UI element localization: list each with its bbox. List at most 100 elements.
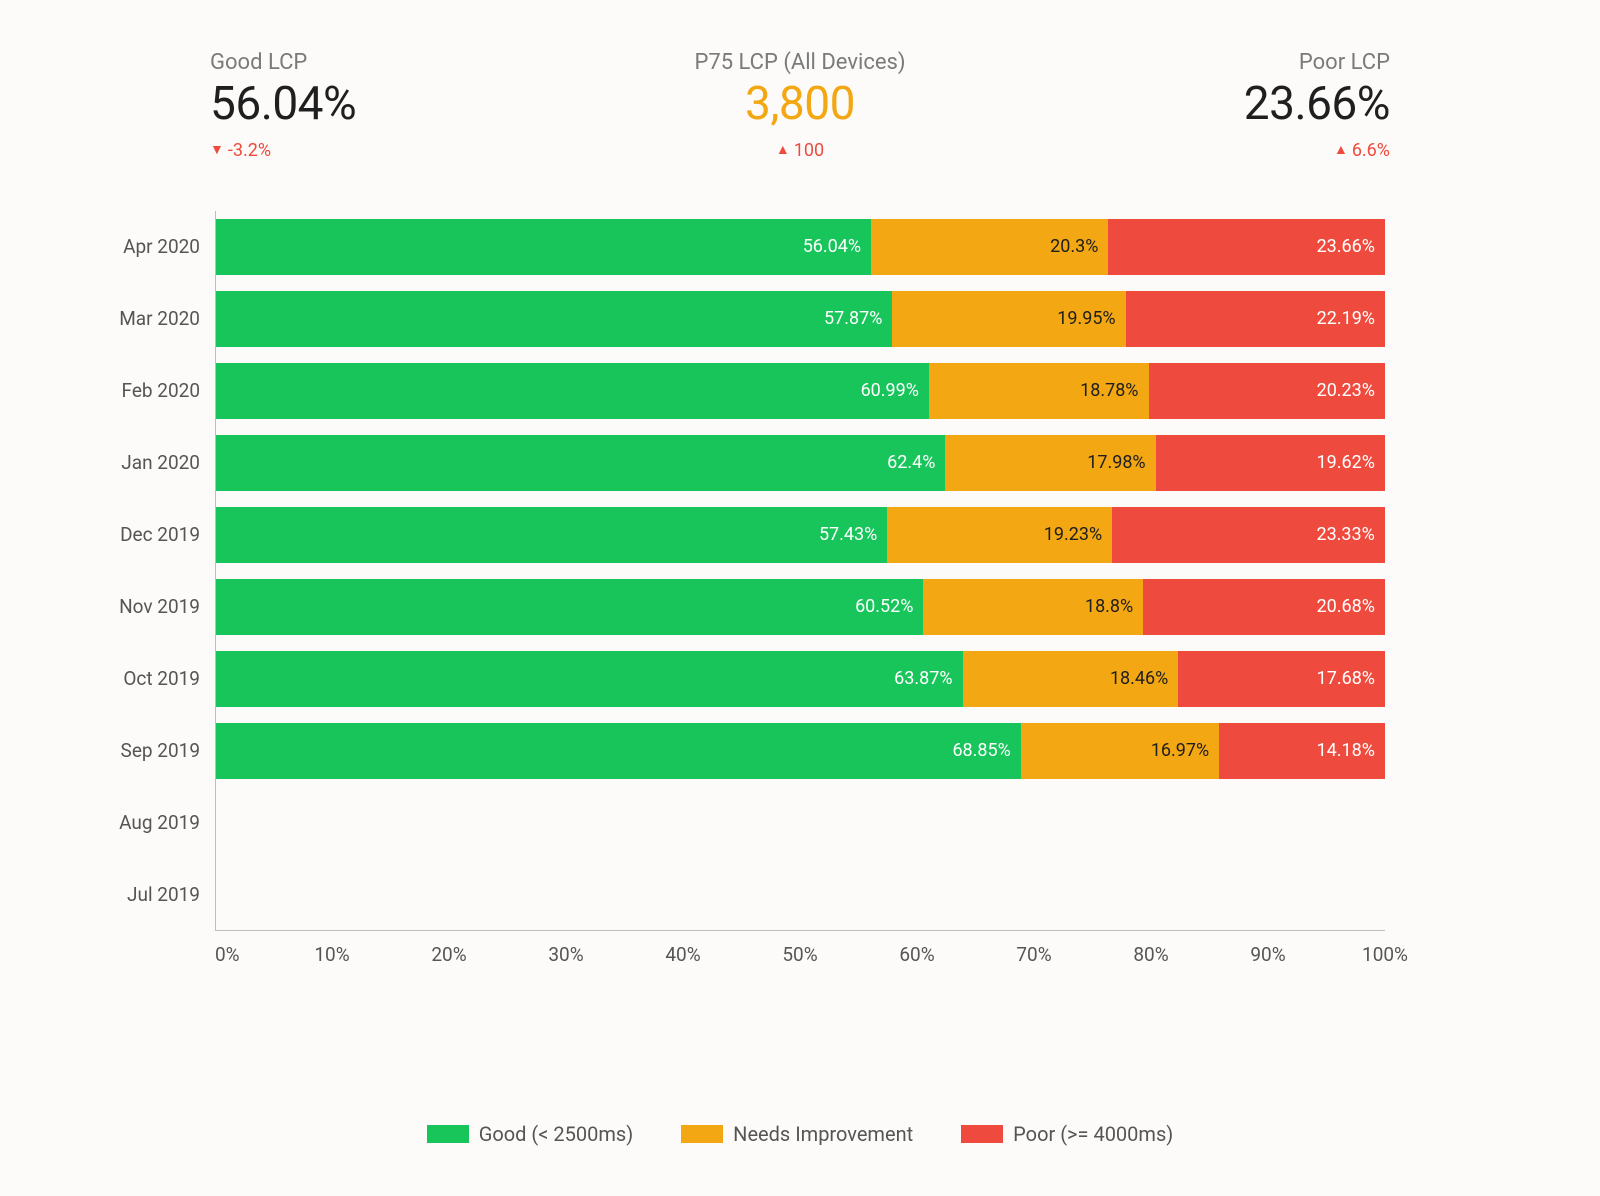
bar-segment-value: 56.04% (803, 236, 861, 257)
bar-segment-value: 60.52% (855, 596, 913, 617)
bar-segment-good: 57.87% (216, 291, 892, 347)
kpi-delta: ▼ -3.2% (210, 140, 271, 161)
stacked-bar: 57.43% 19.23% 23.33% (216, 507, 1385, 563)
bar-segment-value: 18.46% (1110, 668, 1168, 689)
bar-segment-poor: 19.62% (1156, 435, 1385, 491)
bar-segment-poor: 17.68% (1178, 651, 1385, 707)
y-axis-label: Jan 2020 (96, 451, 216, 474)
bar-segment-value: 19.95% (1057, 308, 1115, 329)
bar-segment-good: 60.99% (216, 363, 929, 419)
legend-swatch-icon (681, 1125, 723, 1143)
chart-row: Feb 202060.99%18.78%20.23% (216, 355, 1385, 427)
bar-segment-value: 63.87% (894, 668, 952, 689)
kpi-delta: ▲ 6.6% (1334, 140, 1390, 161)
legend-swatch-icon (427, 1125, 469, 1143)
stacked-bar: 62.4% 17.98% 19.62% (216, 435, 1385, 491)
x-axis-tick: 30% (548, 943, 583, 966)
legend-label: Needs Improvement (733, 1122, 913, 1146)
bar-segment-value: 18.8% (1085, 596, 1133, 617)
x-axis-tick: 60% (899, 943, 934, 966)
stacked-bar: 68.85% 16.97% 14.18% (216, 723, 1385, 779)
bar-segment-value: 62.4% (887, 452, 935, 473)
bar-segment-good: 60.52% (216, 579, 923, 635)
bar-segment-value: 57.43% (819, 524, 877, 545)
kpi-label: P75 LCP (All Devices) (694, 50, 905, 75)
x-axis-ticks: 0%10%20%30%40%50%60%70%80%90%100% (215, 931, 1385, 971)
chart-row: Dec 201957.43%19.23%23.33% (216, 499, 1385, 571)
bar-segment-poor: 22.19% (1126, 291, 1385, 347)
bar-segment-value: 16.97% (1151, 740, 1209, 761)
kpi-delta-value: -3.2% (228, 140, 271, 161)
bar-segment-value: 23.33% (1316, 524, 1374, 545)
bar-segment-value: 57.87% (824, 308, 882, 329)
chart-row: Jan 202062.4%17.98%19.62% (216, 427, 1385, 499)
x-axis-tick: 70% (1016, 943, 1051, 966)
x-axis-tick: 10% (314, 943, 349, 966)
chart-row: Apr 202056.04%20.3%23.66% (216, 211, 1385, 283)
kpi-p75-lcp: P75 LCP (All Devices) 3,800 ▲ 100 (694, 50, 905, 161)
stacked-bar: 63.87% 18.46% 17.68% (216, 651, 1385, 707)
kpi-delta-value: 100 (794, 140, 824, 161)
kpi-good-lcp: Good LCP 56.04% ▼ -3.2% (210, 50, 356, 161)
bar-segment-needs: 17.98% (945, 435, 1155, 491)
legend: Good (< 2500ms) Needs Improvement Poor (… (0, 1122, 1600, 1146)
legend-item-poor: Poor (>= 4000ms) (961, 1122, 1173, 1146)
bar-segment-poor: 23.66% (1108, 219, 1385, 275)
x-axis-tick: 50% (782, 943, 817, 966)
kpi-label: Poor LCP (1299, 50, 1390, 75)
up-arrow-icon: ▲ (1334, 143, 1348, 157)
y-axis-label: Apr 2020 (96, 235, 216, 258)
lcp-stacked-bar-chart: Apr 202056.04%20.3%23.66%Mar 202057.87%1… (215, 211, 1385, 981)
y-axis-label: Mar 2020 (96, 307, 216, 330)
legend-item-good: Good (< 2500ms) (427, 1122, 633, 1146)
bar-segment-needs: 16.97% (1021, 723, 1219, 779)
bar-segment-value: 22.19% (1317, 308, 1375, 329)
bar-segment-value: 14.18% (1317, 740, 1375, 761)
bar-segment-needs: 19.23% (887, 507, 1112, 563)
legend-label: Poor (>= 4000ms) (1013, 1122, 1173, 1146)
bar-segment-good: 68.85% (216, 723, 1021, 779)
bar-segment-poor: 20.68% (1143, 579, 1385, 635)
chart-row: Sep 201968.85%16.97%14.18% (216, 715, 1385, 787)
bar-segment-value: 20.3% (1050, 236, 1098, 257)
legend-label: Good (< 2500ms) (479, 1122, 633, 1146)
bar-segment-needs: 18.78% (929, 363, 1149, 419)
bar-segment-good: 63.87% (216, 651, 963, 707)
up-arrow-icon: ▲ (776, 143, 790, 157)
bar-segment-poor: 20.23% (1149, 363, 1385, 419)
stacked-bar: 60.99% 18.78%20.23% (216, 363, 1385, 419)
y-axis-label: Jul 2019 (96, 883, 216, 906)
x-axis-tick: 20% (431, 943, 466, 966)
x-axis-tick: 100% (1362, 943, 1408, 966)
chart-row: Mar 202057.87%19.95%22.19% (216, 283, 1385, 355)
legend-swatch-icon (961, 1125, 1003, 1143)
chart-row: Aug 2019 (216, 787, 1385, 859)
lcp-dashboard: Good LCP 56.04% ▼ -3.2% P75 LCP (All Dev… (0, 0, 1600, 1196)
bar-segment-good: 62.4% (216, 435, 945, 491)
bar-segment-value: 19.23% (1044, 524, 1102, 545)
y-axis-label: Nov 2019 (96, 595, 216, 618)
kpi-value: 23.66% (1244, 79, 1390, 130)
bar-segment-value: 60.99% (861, 380, 919, 401)
x-axis-tick: 0% (215, 943, 240, 966)
x-axis-tick: 40% (665, 943, 700, 966)
kpi-value: 3,800 (745, 79, 855, 130)
legend-item-needs: Needs Improvement (681, 1122, 913, 1146)
kpi-row: Good LCP 56.04% ▼ -3.2% P75 LCP (All Dev… (110, 50, 1490, 161)
bar-segment-poor: 14.18% (1219, 723, 1385, 779)
bar-segment-value: 17.68% (1317, 668, 1375, 689)
bar-segment-good: 57.43% (216, 507, 887, 563)
bar-segment-poor: 23.33% (1112, 507, 1385, 563)
down-arrow-icon: ▼ (210, 143, 224, 157)
bar-segment-value: 19.62% (1317, 452, 1375, 473)
plot-area: Apr 202056.04%20.3%23.66%Mar 202057.87%1… (215, 211, 1385, 931)
stacked-bar: 60.52% 18.8% 20.68% (216, 579, 1385, 635)
y-axis-label: Aug 2019 (96, 811, 216, 834)
bar-segment-needs: 19.95% (892, 291, 1125, 347)
kpi-delta-value: 6.6% (1352, 140, 1390, 161)
y-axis-label: Dec 2019 (96, 523, 216, 546)
bar-segment-good: 56.04% (216, 219, 871, 275)
x-axis-tick: 90% (1250, 943, 1285, 966)
bar-segment-value: 20.68% (1317, 596, 1375, 617)
stacked-bar: 57.87% 19.95% 22.19% (216, 291, 1385, 347)
